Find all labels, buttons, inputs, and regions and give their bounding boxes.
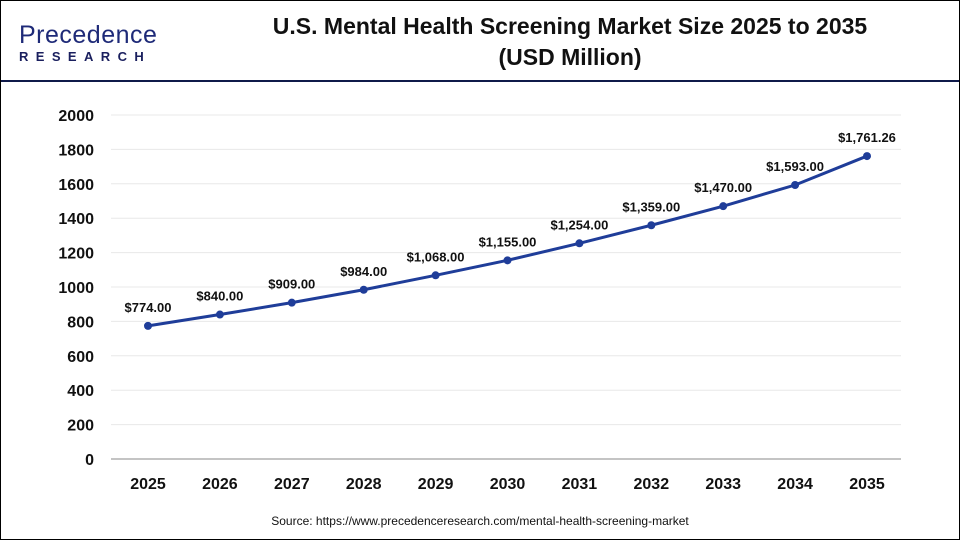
data-point	[863, 152, 871, 161]
data-point	[431, 271, 440, 280]
x-tick-label: 2025	[130, 476, 166, 493]
data-point	[287, 298, 296, 307]
x-tick-label: 2026	[202, 476, 238, 493]
data-label: $1,359.00	[622, 199, 680, 214]
x-tick-label: 2029	[418, 476, 454, 493]
logo-line2: RESEARCH	[19, 49, 152, 64]
x-tick-label: 2032	[634, 476, 670, 493]
y-tick-label: 1800	[58, 142, 94, 159]
y-tick-label: 1200	[58, 246, 94, 263]
y-tick-label: 1400	[58, 211, 94, 228]
x-tick-label: 2027	[274, 476, 310, 493]
y-tick-label: 1600	[58, 177, 94, 194]
x-tick-label: 2035	[849, 476, 885, 493]
data-point	[647, 221, 656, 230]
data-label: $840.00	[196, 289, 243, 304]
chart-title: U.S. Mental Health Screening Market Size…	[201, 11, 939, 73]
data-point	[719, 202, 728, 211]
data-point	[215, 310, 224, 319]
data-label: $909.00	[268, 277, 315, 292]
y-tick-label: 2000	[58, 108, 94, 125]
y-tick-label: 600	[67, 349, 94, 366]
data-point	[791, 181, 800, 190]
data-point	[144, 321, 152, 330]
title-line1: U.S. Mental Health Screening Market Size…	[272, 13, 868, 39]
y-tick-label: 400	[67, 383, 94, 400]
header-divider	[1, 80, 959, 82]
title-line2: (USD Million)	[498, 44, 642, 70]
x-tick-label: 2031	[562, 476, 598, 493]
data-label: $1,254.00	[550, 217, 608, 232]
data-label: $1,470.00	[694, 180, 752, 195]
data-point	[575, 239, 584, 248]
precedence-research-logo: Precedence RESEARCH	[17, 21, 158, 64]
data-label: $1,593.00	[766, 159, 824, 174]
y-tick-label: 800	[67, 314, 94, 331]
x-tick-label: 2034	[777, 476, 813, 493]
data-label: $1,068.00	[407, 249, 465, 264]
data-label: $984.00	[340, 264, 387, 279]
data-label: $1,155.00	[479, 234, 537, 249]
data-label: $774.00	[125, 300, 172, 315]
data-point	[503, 256, 512, 265]
source-note: Source: https://www.precedenceresearch.c…	[271, 514, 689, 528]
y-tick-label: 1000	[58, 280, 94, 297]
x-tick-label: 2033	[705, 476, 741, 493]
logo-line1: Precedence	[19, 21, 158, 49]
y-tick-label: 200	[67, 418, 94, 435]
x-tick-label: 2028	[346, 476, 382, 493]
y-tick-label: 0	[85, 452, 94, 469]
data-label: $1,761.26	[838, 130, 896, 145]
data-point	[359, 285, 368, 294]
x-tick-label: 2030	[490, 476, 526, 493]
